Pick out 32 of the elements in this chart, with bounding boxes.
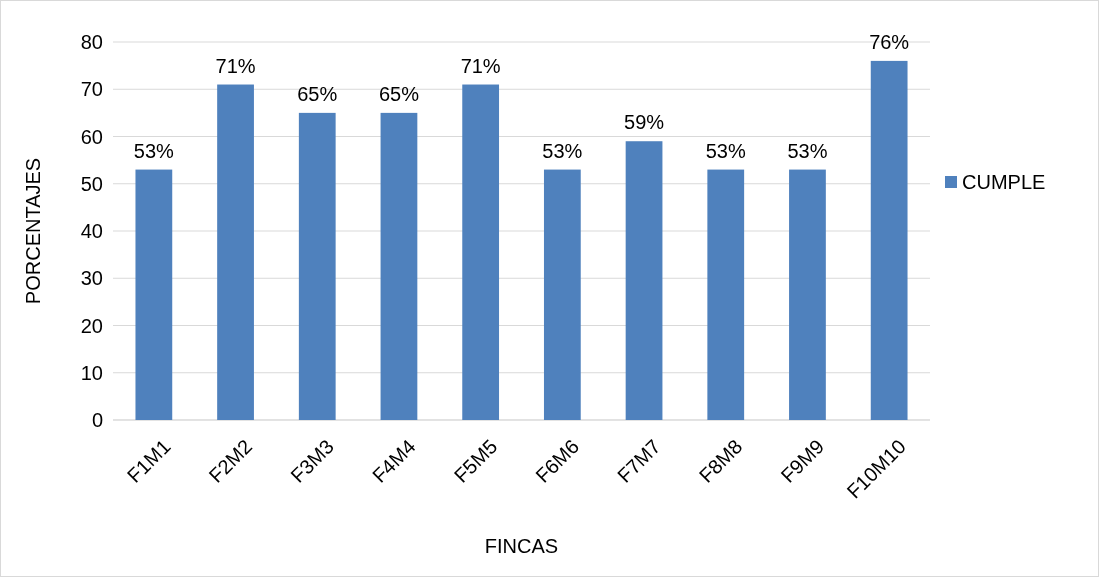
y-tick-label: 10 <box>80 361 103 384</box>
bar <box>707 169 745 420</box>
y-tick-label: 20 <box>80 314 103 337</box>
bar <box>298 112 336 420</box>
y-tick-label: 0 <box>91 409 103 431</box>
data-label: 53% <box>133 139 175 162</box>
bar <box>543 169 581 420</box>
data-label: 71% <box>460 54 501 77</box>
legend-label: CUMPLE <box>962 171 1046 193</box>
y-tick-label: 50 <box>80 172 103 195</box>
data-label: 76% <box>869 30 910 53</box>
y-axis-title: PORCENTAJES <box>22 157 44 305</box>
y-tick-label: 40 <box>80 220 103 242</box>
bar <box>380 112 418 420</box>
y-tick-label: 70 <box>80 78 103 101</box>
y-tick-label: 80 <box>80 31 103 53</box>
bar <box>217 84 254 420</box>
y-tick-label: 30 <box>80 267 103 290</box>
data-label: 53% <box>705 139 746 162</box>
data-label: 65% <box>378 82 420 105</box>
data-label: 65% <box>297 82 338 105</box>
bar <box>870 60 908 420</box>
y-tick-label: 60 <box>80 125 103 148</box>
data-label: 71% <box>215 54 256 77</box>
bar <box>789 169 826 420</box>
bar <box>462 84 500 420</box>
data-label: 53% <box>542 139 583 162</box>
data-label: 59% <box>624 111 665 134</box>
data-label: 53% <box>787 139 828 162</box>
bar <box>625 141 663 420</box>
x-axis-title: FINCAS <box>484 535 559 557</box>
bar <box>135 169 173 420</box>
